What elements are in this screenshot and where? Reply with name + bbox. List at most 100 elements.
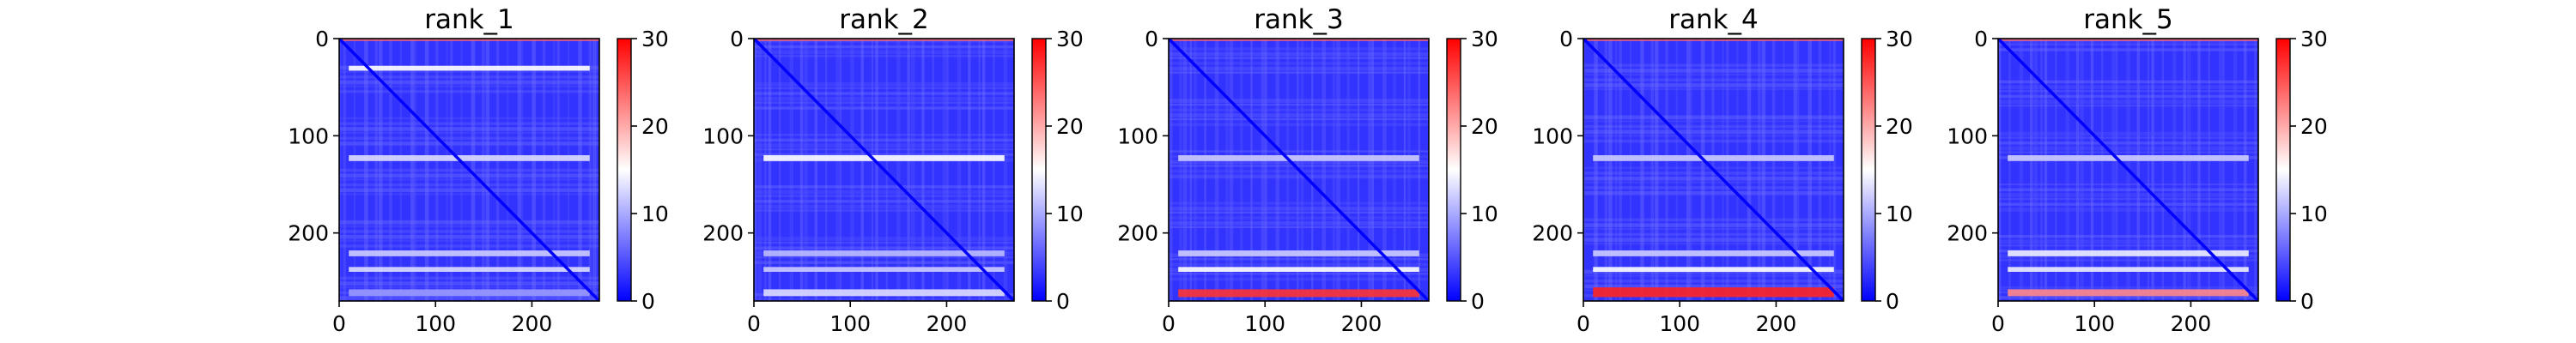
texture-row [754, 134, 1014, 136]
texture-row [339, 70, 599, 73]
texture-row [754, 87, 1014, 89]
diagonal [339, 39, 599, 301]
texture-row [1998, 197, 2258, 201]
texture-column [2244, 39, 2247, 301]
band-4 [1593, 287, 1834, 298]
texture-row [339, 141, 599, 146]
texture-row [1169, 51, 1429, 57]
texture-row [1998, 234, 2258, 238]
texture-row [754, 261, 1014, 264]
texture-row [1169, 62, 1429, 65]
texture-column [578, 39, 582, 301]
texture-column [839, 39, 842, 301]
texture-row [1169, 258, 1429, 261]
texture-column [1182, 39, 1188, 301]
axes-frame [338, 38, 600, 302]
texture-column [353, 39, 356, 301]
texture-column [1407, 39, 1411, 301]
texture-column [825, 39, 828, 301]
colorbar-tick-label: 30 [641, 27, 669, 51]
texture-column [2111, 39, 2116, 301]
texture-row [1998, 151, 2258, 153]
edge-row [754, 39, 1014, 41]
colorbar-tick-label: 0 [1886, 289, 1899, 314]
colorbar-tick-label: 10 [1056, 202, 1084, 226]
axes-frame [1997, 38, 2259, 302]
texture-row [339, 122, 599, 125]
texture-row [339, 117, 599, 120]
texture-row [754, 200, 1014, 203]
x-tick-label: 0 [1991, 311, 2005, 336]
colorbar-tick-label: 0 [1471, 289, 1485, 314]
texture-column [507, 39, 509, 301]
x-tick-label: 0 [1577, 311, 1590, 336]
texture-column [1357, 39, 1360, 301]
texture-column [2055, 39, 2057, 301]
texture-row [754, 185, 1014, 189]
texture-row [1169, 159, 1429, 165]
texture-row [1583, 232, 1844, 237]
y-tick-label: 200 [288, 221, 329, 246]
heatmap-panel-4: rank_4 0 100 200 0 100 200 0 10 20 30 [1532, 4, 1913, 336]
texture-row [1998, 80, 2258, 84]
texture-column [2161, 39, 2165, 301]
texture-row [1583, 139, 1844, 143]
texture-row [339, 131, 599, 135]
x-tick-label: 200 [512, 311, 553, 336]
texture-row [1583, 129, 1844, 135]
band-2 [349, 155, 590, 161]
y-tick-label: 100 [1117, 123, 1158, 148]
texture-row [754, 92, 1014, 95]
colorbar [1031, 38, 1047, 302]
colorbar-tick-label: 30 [1056, 27, 1084, 51]
texture-column [910, 39, 915, 301]
texture-row [754, 195, 1014, 197]
texture-column [532, 39, 536, 301]
heatmap-matrix [339, 39, 599, 301]
diagonal [1998, 39, 2258, 301]
texture-column [942, 39, 947, 301]
texture-row [1583, 83, 1844, 87]
texture-column [804, 39, 808, 301]
texture-row [1583, 181, 1844, 184]
texture-column [1783, 39, 1785, 301]
x-tick-label: 100 [415, 311, 456, 336]
texture-column [1615, 39, 1618, 301]
texture-column [932, 39, 934, 301]
texture-row [754, 190, 1014, 195]
texture-row [1998, 105, 2258, 107]
texture-column [1300, 39, 1304, 301]
band-3 [1593, 267, 1834, 272]
texture-row [1998, 259, 2258, 262]
y-tick-label: 0 [315, 27, 329, 51]
y-tick-label: 100 [1947, 123, 1988, 148]
colorbar-tick-label: 0 [2300, 289, 2314, 314]
texture-column [424, 39, 429, 301]
texture-row [339, 136, 599, 140]
texture-row [1583, 190, 1844, 196]
y-tick-label: 0 [1974, 27, 1988, 51]
texture-column [1655, 39, 1659, 301]
colorbar-tick-label: 30 [2300, 27, 2328, 51]
texture-row [1583, 87, 1844, 91]
texture-row [1998, 85, 2258, 89]
texture-column [2008, 39, 2011, 301]
texture-row [1169, 47, 1429, 51]
texture-row [1583, 228, 1844, 231]
texture-column [1629, 39, 1632, 301]
texture-column [814, 39, 818, 301]
colorbar-tick-label: 0 [641, 289, 655, 314]
x-tick-label: 0 [332, 311, 346, 336]
texture-column [2033, 39, 2038, 301]
band-2 [1593, 250, 1834, 256]
texture-column [835, 39, 840, 301]
texture-column [871, 39, 874, 301]
x-tick-label: 200 [1341, 311, 1382, 336]
texture-row [1583, 176, 1844, 181]
texture-column [1665, 39, 1668, 301]
texture-column [1690, 39, 1692, 301]
texture-column [495, 39, 500, 301]
texture-column [1771, 39, 1776, 301]
colorbar-tick-label: 0 [1056, 289, 1070, 314]
axes-frame [753, 38, 1015, 302]
